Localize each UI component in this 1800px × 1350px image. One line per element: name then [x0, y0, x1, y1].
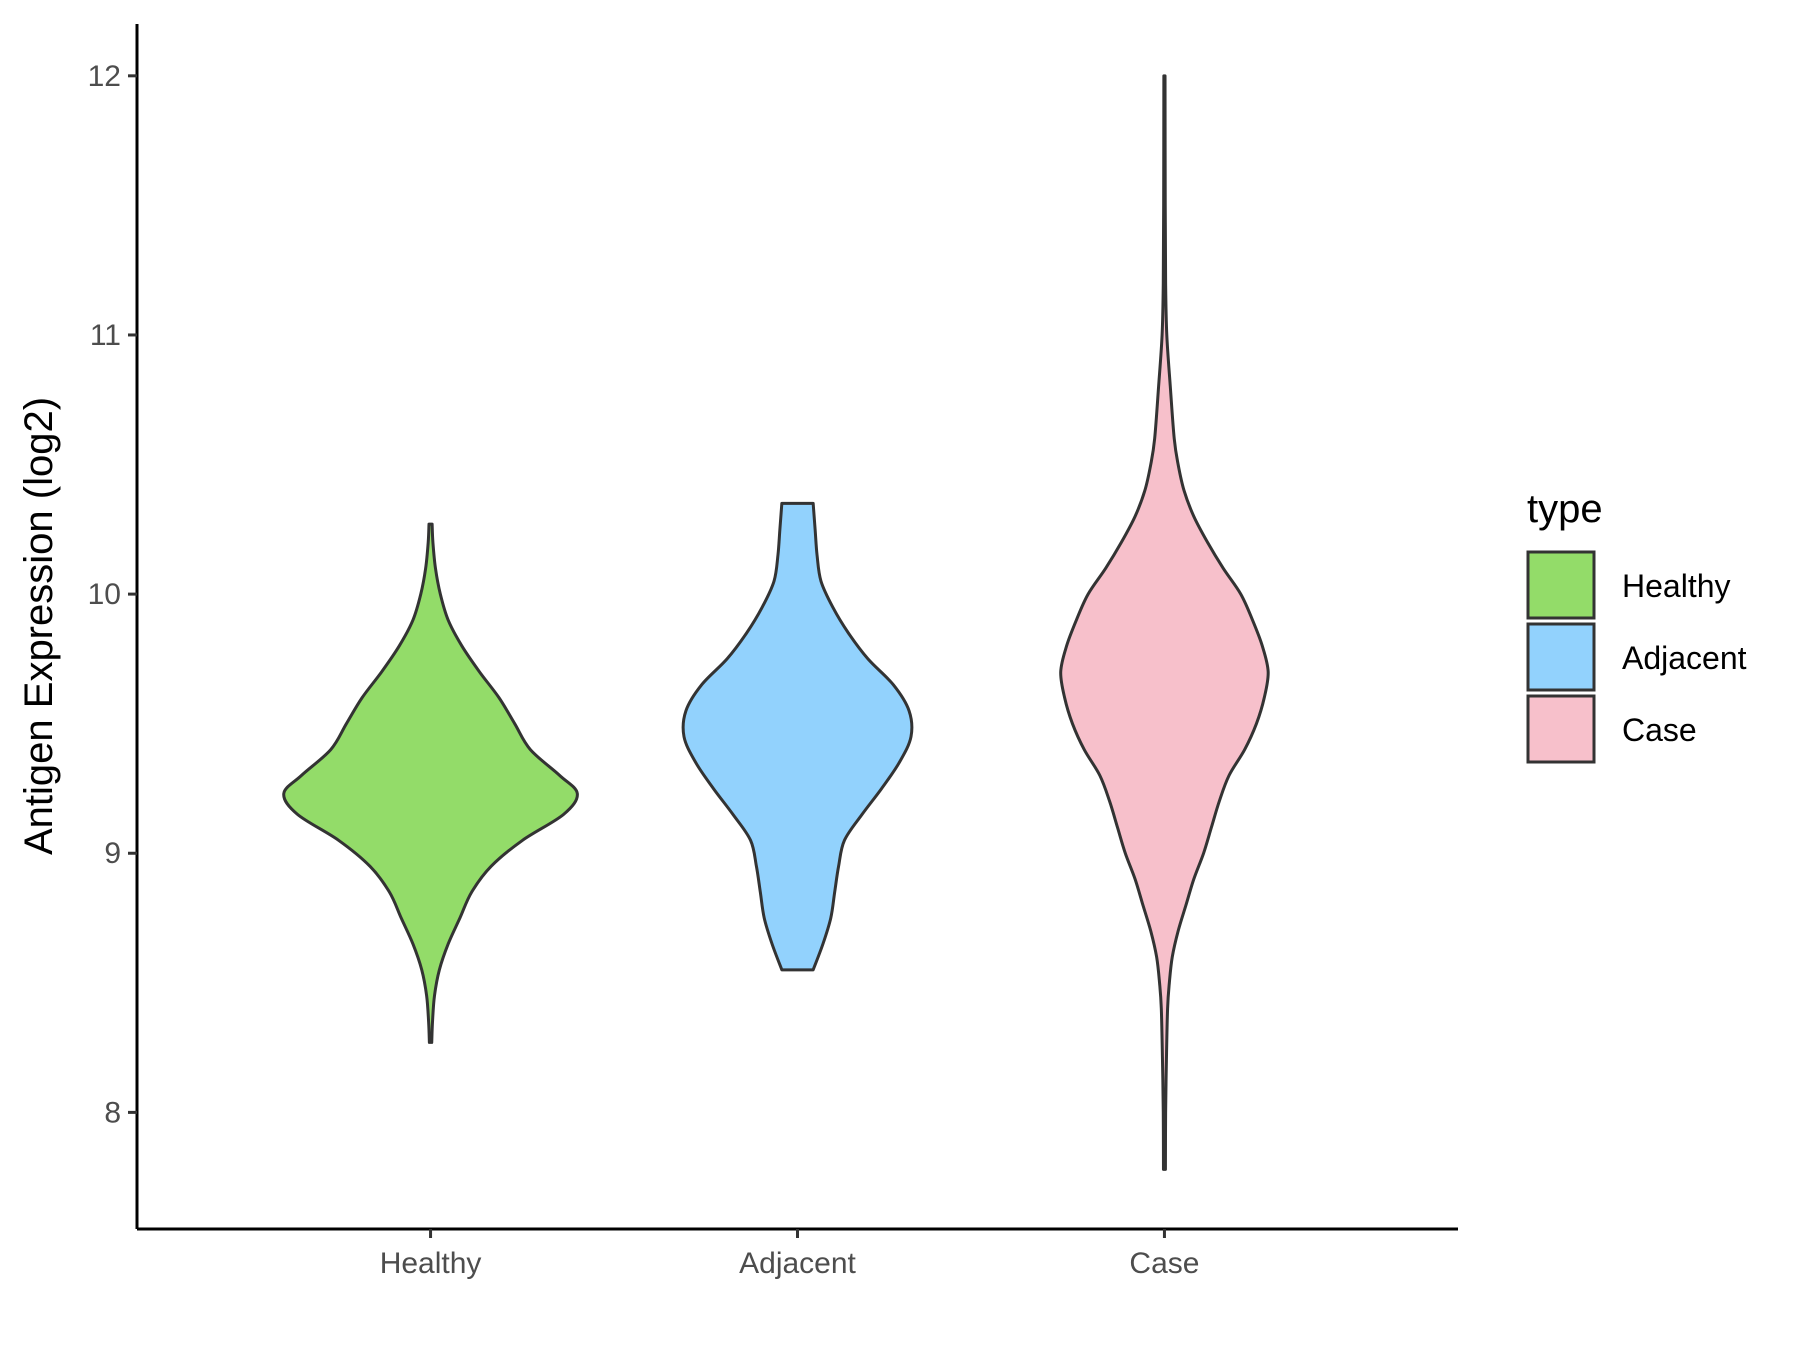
x-tick-label: Healthy [380, 1247, 482, 1280]
y-axis-title: Antigen Expression (log2) [17, 397, 61, 855]
y-tick-label: 12 [88, 60, 121, 93]
y-tick-label: 10 [88, 578, 121, 611]
legend-label: Healthy [1622, 568, 1731, 604]
legend-label: Case [1622, 712, 1697, 748]
legend-key-adjacent [1526, 622, 1596, 692]
legend-key-healthy [1526, 550, 1596, 620]
legend-title: type [1527, 487, 1603, 531]
y-tick-label: 11 [90, 319, 121, 352]
y-tick-label: 8 [104, 1096, 121, 1129]
x-ticks: Healthy Adjacent Case [380, 1229, 1199, 1280]
violin-healthy [282, 522, 579, 1044]
y-tick-label: 9 [104, 837, 121, 870]
legend: type Healthy Adjacent Case [1526, 487, 1747, 764]
legend-label: Adjacent [1622, 640, 1747, 676]
violin-case [1059, 74, 1270, 1171]
x-tick-label: Case [1129, 1247, 1199, 1280]
x-tick-label: Adjacent [739, 1247, 856, 1280]
y-ticks: 8 9 10 11 12 [88, 60, 137, 1129]
violin-adjacent [681, 501, 914, 972]
plot-area [282, 74, 1270, 1171]
legend-key-case [1526, 694, 1596, 764]
